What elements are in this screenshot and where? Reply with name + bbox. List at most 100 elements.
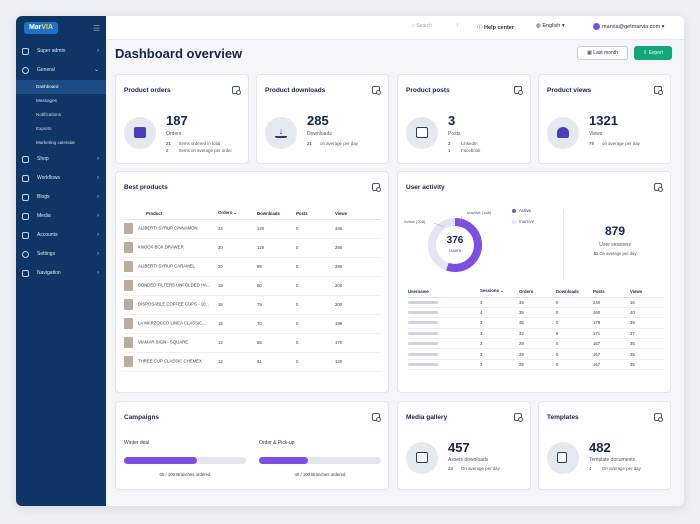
menu-toggle-icon[interactable]: ☰ — [93, 24, 101, 33]
sidebar-sub-dashboard[interactable]: Dashboard — [16, 80, 106, 94]
search-input[interactable]: ⌕ Search / — [412, 23, 458, 29]
product-views-card: Product views 1321 Views 79 on average pe… — [538, 74, 671, 164]
users-count: 376 — [446, 235, 464, 246]
campaigns-card: Campaigns Winter deal 60 / 100 Branches … — [115, 401, 389, 490]
search-shortcut: / — [456, 23, 458, 29]
table-row[interactable]: DISPOSABLE COFFEE CUPS - 10... 16 79 0 200 — [124, 295, 381, 315]
page-title: Dashboard overview — [115, 46, 243, 61]
table-row[interactable]: LA MARZOCCO LINEA CLASSIC... 15 70 0 199 — [124, 314, 381, 334]
report-icon[interactable] — [654, 86, 663, 95]
user-menu[interactable]: marvia@getmarvia.com ▾ — [593, 23, 664, 30]
sidebar-sub-exports[interactable]: Exports — [36, 126, 52, 131]
product-thumbnail — [124, 299, 133, 310]
table-row[interactable]: ALIBERTI SYRUP CARAMEL 20 99 0 280 — [124, 257, 381, 277]
table-row[interactable]: 3 35 0 178 39 — [408, 317, 664, 329]
product-thumbnail — [124, 356, 133, 367]
sidebar-nav: Super admin › General ⌄ Dashboard Messages… — [16, 42, 106, 283]
campaign-progress-bar — [124, 457, 246, 464]
username-placeholder — [408, 342, 438, 346]
campaign-name: Winter deal — [124, 440, 150, 446]
username-placeholder — [408, 352, 438, 356]
table-row[interactable]: 3 29 0 167 35 — [408, 348, 664, 360]
best-products-table: Product Orders ⌄ Downloads Posts Views A… — [124, 208, 381, 372]
image-icon — [416, 452, 428, 463]
logo[interactable]: MarVIA — [24, 22, 58, 34]
accounts-icon — [22, 232, 29, 239]
username-placeholder — [408, 321, 438, 325]
best-products-card: Best products Product Orders ⌄ Downloads… — [115, 171, 389, 393]
sidebar-sub-messages[interactable]: Messages — [36, 98, 57, 103]
report-icon[interactable] — [514, 86, 523, 95]
username-placeholder — [408, 331, 438, 335]
sidebar: MarVIA ☰ Super admin › General ⌄ Dashboard… — [16, 16, 106, 506]
gear-icon — [22, 251, 29, 258]
report-icon[interactable] — [372, 183, 381, 192]
table-row[interactable]: BONDED FILTERS UNFOLDED HA... 18 80 0 200 — [124, 276, 381, 296]
templates-card: Templates 482 Template documents 4 On ave… — [538, 401, 671, 490]
document-edit-icon — [557, 452, 567, 463]
table-row[interactable]: 3 29 0 167 35 — [408, 359, 664, 371]
sidebar-item-settings[interactable]: Settings › — [16, 245, 106, 264]
table-row[interactable]: KNOCK BOX DRAWER 20 119 0 290 — [124, 238, 381, 258]
product-thumbnail — [124, 261, 133, 272]
username-placeholder — [408, 300, 438, 304]
sidebar-item-general[interactable]: General ⌄ — [16, 61, 106, 80]
caret-down-icon: ▾ — [560, 23, 565, 29]
sidebar-sub-marketing-calendar[interactable]: Marketing calendar — [36, 140, 76, 145]
table-row[interactable]: 3 29 0 167 35 — [408, 338, 664, 350]
inactive-callout: Inactive (168) — [467, 210, 492, 215]
sidebar-item-super-admin[interactable]: Super admin › — [16, 42, 106, 61]
help-center-link[interactable]: ⓘ Help center — [477, 25, 514, 31]
views-icon — [557, 127, 569, 138]
sessions-label: User sessions — [599, 242, 631, 248]
chevron-right-icon: › — [97, 156, 99, 162]
sidebar-item-blogs[interactable]: Blogs › — [16, 188, 106, 207]
chevron-right-icon: › — [97, 48, 99, 54]
table-row[interactable]: THREE CUP CLASSIC CHEMEX 12 61 0 120 — [124, 352, 381, 372]
sessions-average: 51 On average per day — [593, 251, 637, 256]
report-icon[interactable] — [654, 413, 663, 422]
export-icon: ⇪ — [642, 50, 649, 56]
navigation-icon — [22, 270, 29, 277]
chevron-right-icon: › — [97, 232, 99, 238]
report-icon[interactable] — [372, 86, 381, 95]
download-icon: ↓ — [275, 127, 287, 138]
chevron-right-icon: › — [97, 270, 99, 276]
language-select[interactable]: ◍ English ▾ — [536, 23, 565, 29]
media-icon — [22, 213, 29, 220]
table-row[interactable]: 3 32 6 171 37 — [408, 328, 664, 340]
table-row[interactable]: 3 39 0 240 16 — [408, 297, 664, 308]
report-icon[interactable] — [514, 413, 523, 422]
campaign-name: Order & Pick-up — [259, 440, 295, 446]
sidebar-item-shop[interactable]: Shop › — [16, 150, 106, 169]
media-gallery-card: Media gallery 457 Assets downloads 23 On … — [397, 401, 531, 490]
topbar: ⌕ Search / ⓘ Help center ◍ English ▾ marv… — [106, 16, 684, 40]
report-icon[interactable] — [372, 413, 381, 422]
report-icon[interactable] — [232, 86, 241, 95]
users-label: Users — [449, 248, 461, 253]
app-frame: MarVIA ☰ Super admin › General ⌄ Dashboard… — [16, 16, 684, 506]
calendar-icon: ▦ — [587, 50, 594, 56]
donut-active-segment — [428, 218, 482, 272]
sidebar-item-workflows[interactable]: Workflows › — [16, 169, 106, 188]
export-button[interactable]: ⇪ Export — [634, 46, 672, 60]
user-activity-table: Username Sessions ⌄ Orders Downloads Pos… — [408, 286, 664, 371]
legend-inactive: Inactive — [512, 219, 534, 224]
table-row[interactable]: VIAMAR SIGN - SQUARE 12 55 0 170 — [124, 333, 381, 353]
cart-icon — [22, 156, 29, 163]
chevron-right-icon: › — [97, 194, 99, 200]
table-row[interactable]: 4 35 0 160 40 — [408, 307, 664, 319]
sidebar-item-accounts[interactable]: Accounts › — [16, 226, 106, 245]
last-month-button[interactable]: ▦ Last month — [577, 46, 628, 60]
credit-card-icon — [134, 127, 146, 138]
table-row[interactable]: ALIBERTI SYRUP CINNAMON 24 120 0 340 — [124, 219, 381, 239]
report-icon[interactable] — [654, 183, 663, 192]
campaign-caption: 60 / 100 Branches ordered — [159, 472, 211, 477]
chevron-right-icon: › — [97, 213, 99, 219]
search-icon: ⌕ — [412, 23, 417, 29]
user-activity-card: User activity Active (208) Inactive (168… — [397, 171, 671, 393]
sidebar-item-navigation[interactable]: Navigation › — [16, 264, 106, 283]
sidebar-item-media[interactable]: Media › — [16, 207, 106, 226]
help-icon: ⓘ — [477, 25, 485, 31]
sidebar-sub-notifications[interactable]: Notifications — [36, 112, 62, 117]
